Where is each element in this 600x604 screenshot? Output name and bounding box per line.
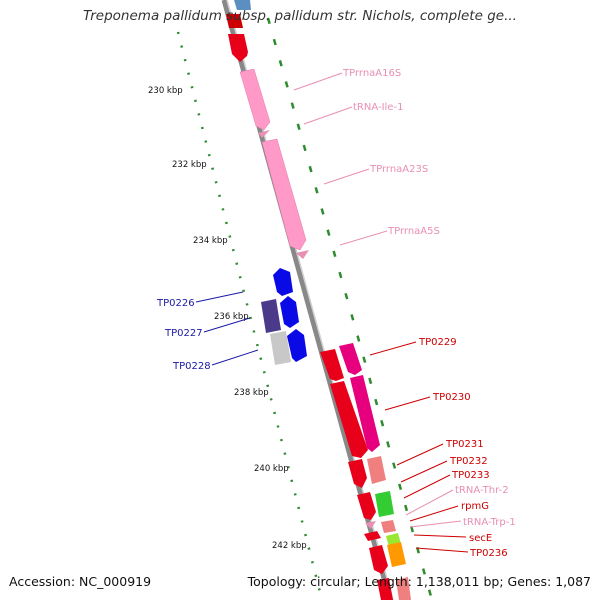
label-secE[interactable]: secE [469,533,492,544]
tick-labels: 230 kbp 232 kbp 234 kbp 236 kbp 238 kbp … [148,86,307,551]
feature-tRNA-Ile-1[interactable] [258,130,270,138]
feature-TP0229[interactable] [339,343,362,375]
label-tRNA-Ile-1[interactable]: tRNA-Ile-1 [353,102,403,113]
tick-label: 238 kbp [234,388,269,398]
feature-top-blue[interactable] [234,0,251,10]
tick-label: 240 kbp [254,464,289,474]
feature-bottom-salmon[interactable] [396,577,411,600]
label-tRNA-Thr-2[interactable]: tRNA-Thr-2 [455,485,509,496]
feature-blue-1[interactable] [273,268,293,296]
label-TP0230[interactable]: TP0230 [432,392,471,403]
feature-TP0232[interactable] [367,456,386,484]
feature-top-red-2[interactable] [226,14,243,28]
tick-label: 234 kbp [193,236,228,246]
label-TPrrnaA16S[interactable]: TPrrnaA16S [342,68,401,79]
label-TP0233[interactable]: TP0233 [451,470,490,481]
feature-TP0231[interactable] [348,459,367,488]
topology-summary: Topology: circular; Length: 1,138,011 bp… [247,574,591,589]
feature-rpmG[interactable] [375,491,394,517]
reverse-leader-lines [195,291,259,366]
feature-tRNA-Trp-1[interactable] [365,521,376,529]
tick-label: 232 kbp [172,160,207,170]
feature-TP0230[interactable] [330,381,368,458]
forward-leader-lines [369,341,469,553]
feature-TPrrnaA23S[interactable] [261,138,307,251]
tick-label: 230 kbp [148,86,183,96]
tick-label: 242 kbp [272,541,307,551]
label-TP0236[interactable]: TP0236 [469,548,508,559]
label-TP0229[interactable]: TP0229 [418,337,457,348]
rna-leader-lines [293,72,462,528]
feature-TP0230-b[interactable] [350,375,380,452]
inner-tick-track [176,31,324,601]
feature-TP0236[interactable] [369,545,388,574]
feature-TP0233[interactable] [357,492,376,520]
label-rpmG[interactable]: rpmG [461,501,489,512]
label-TPrrnaA5S[interactable]: TPrrnaA5S [387,226,440,237]
label-TP0226[interactable]: TP0226 [156,298,195,309]
feature-TP0228[interactable] [287,329,307,362]
map-title: Treponema pallidum subsp. pallidum str. … [83,8,517,24]
feature-TP0226[interactable] [261,299,281,333]
label-tRNA-Trp-1[interactable]: tRNA-Trp-1 [463,517,516,528]
label-TP0232[interactable]: TP0232 [449,456,488,467]
label-TP0231[interactable]: TP0231 [445,439,484,450]
tick-label: 236 kbp [214,312,249,322]
feature-TP0236-b[interactable] [387,542,406,567]
label-TP0227[interactable]: TP0227 [164,328,203,339]
feature-bottom-red[interactable] [377,578,393,600]
feature-secE[interactable] [364,531,381,541]
feature-tRNA-Thr-2[interactable] [381,520,396,533]
feature-top-red[interactable] [228,34,248,62]
feature-TPrrnaA5S[interactable] [296,250,309,259]
accession-text: Accession: NC_000919 [9,574,152,589]
feature-blue-2[interactable] [280,296,299,328]
feature-TP0229-a[interactable] [320,349,344,381]
label-TP0228[interactable]: TP0228 [172,361,211,372]
feature-TPrrnaA16S[interactable] [239,68,271,131]
label-TPrrnaA23S[interactable]: TPrrnaA23S [369,164,428,175]
feature-TP0227[interactable] [270,331,291,365]
